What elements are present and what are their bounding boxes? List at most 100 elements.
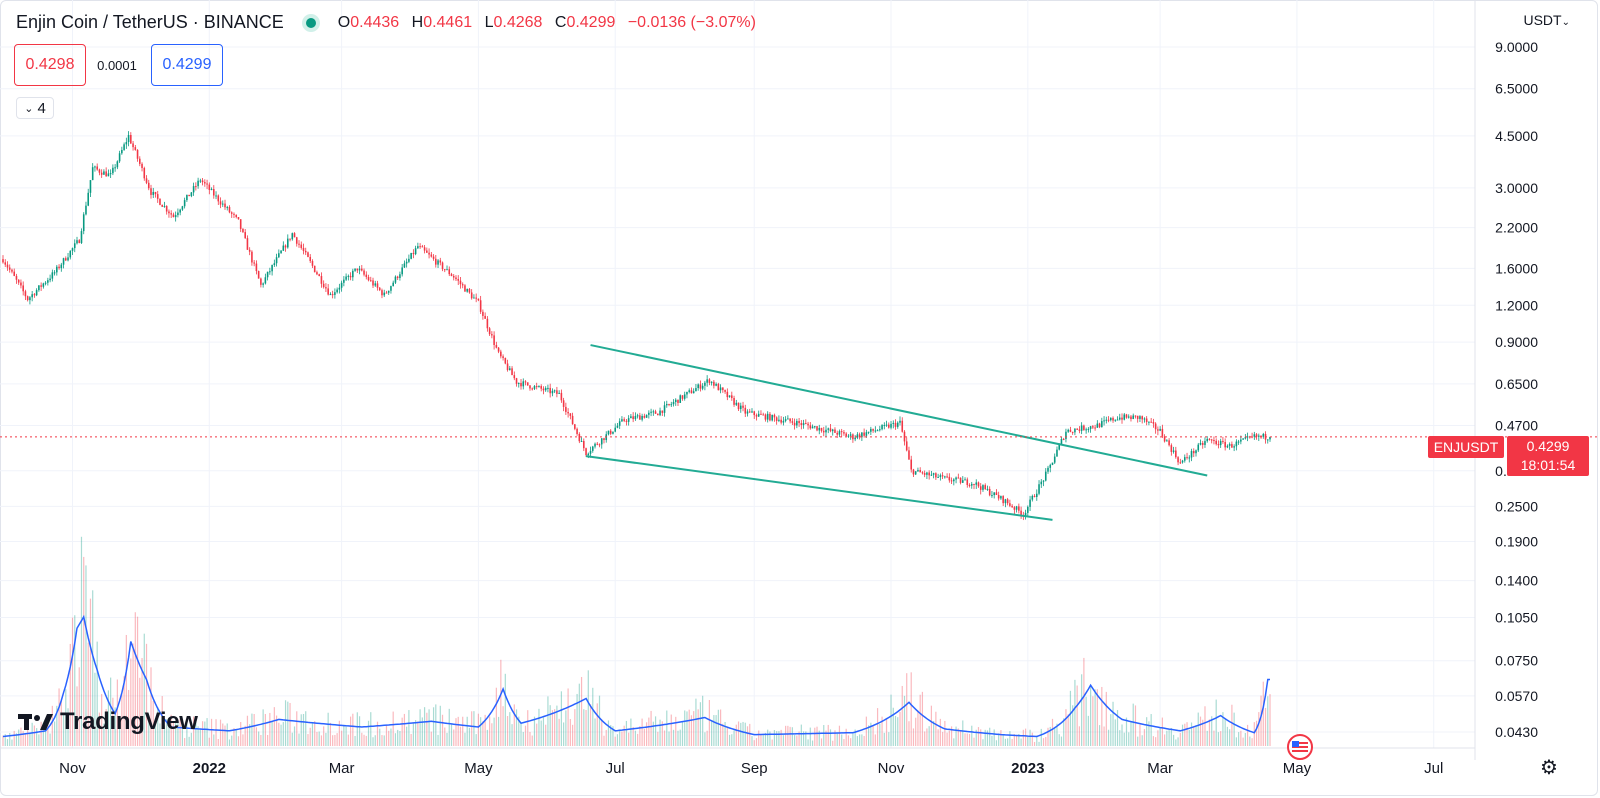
y-axis-tick-label: 0.1400: [1495, 573, 1538, 589]
volume-bar: [558, 718, 560, 746]
candle-body: [493, 335, 495, 345]
volume-bar: [800, 724, 802, 746]
buy-button[interactable]: 0.4299: [151, 44, 223, 86]
volume-bar: [67, 708, 69, 746]
candle-body: [338, 287, 341, 290]
us-flag-icon[interactable]: [1287, 734, 1313, 760]
candle-body: [1266, 439, 1269, 441]
candle-body: [686, 391, 688, 395]
volume-bar: [556, 705, 558, 746]
candle-body: [109, 173, 112, 175]
volume-bar: [2, 735, 4, 746]
volume-bar: [1020, 738, 1022, 746]
volume-bar: [814, 727, 816, 746]
volume-bar: [1188, 729, 1190, 746]
volume-bar: [444, 727, 446, 746]
candle-body: [22, 285, 24, 292]
volume-bar: [464, 732, 466, 746]
candle-body: [966, 479, 969, 486]
last-price-value: 0.4299: [1526, 438, 1570, 454]
candle-body: [219, 201, 222, 205]
volume-bar: [702, 695, 704, 746]
candle-body: [1042, 480, 1045, 482]
candle-body: [697, 384, 699, 389]
candle-body: [773, 414, 776, 418]
candle-body: [991, 495, 993, 497]
volume-bar: [154, 718, 157, 746]
volume-bar: [883, 732, 885, 746]
candle-body: [753, 411, 756, 416]
candle-body: [161, 204, 164, 207]
symbol-title[interactable]: Enjin Coin / TetherUS · BINANCE: [16, 12, 284, 32]
volume-bar: [139, 677, 141, 746]
volume-bar: [1114, 719, 1116, 746]
candle-body: [248, 249, 251, 252]
candle-body: [1053, 456, 1056, 463]
candle-body: [491, 334, 493, 336]
candle-body: [896, 422, 899, 427]
volume-bar: [316, 731, 318, 746]
volume-bar: [807, 739, 809, 746]
currency-select[interactable]: USDT⌄: [1523, 12, 1570, 28]
volume-bar: [1002, 734, 1004, 746]
volume-bar: [1069, 690, 1072, 746]
volume-bar: [798, 731, 800, 746]
volume-bar: [358, 716, 361, 746]
volume-bar: [598, 695, 601, 746]
tradingview-logo[interactable]: TradingView: [18, 708, 198, 736]
volume-bar: [143, 633, 145, 746]
volume-bar: [74, 615, 76, 746]
candle-body: [354, 268, 356, 271]
candle-body: [1231, 444, 1233, 448]
volume-bar: [31, 722, 33, 746]
candle-body: [1074, 428, 1076, 433]
candle-body: [369, 280, 372, 282]
y-axis-tick-label: 0.0430: [1495, 724, 1538, 740]
volume-bar: [484, 714, 486, 746]
volume-bar: [62, 713, 65, 746]
volume-bar: [36, 728, 38, 746]
volume-bar: [1036, 735, 1038, 746]
volume-bar: [441, 714, 444, 746]
candle-body: [80, 231, 83, 243]
volume-bar: [336, 733, 338, 746]
indicators-toggle-button[interactable]: ⌄ 4: [16, 97, 54, 119]
volume-bar: [397, 729, 399, 746]
volume-bar: [1267, 696, 1269, 746]
volume-bar: [1056, 723, 1058, 746]
volume-bar: [1103, 726, 1105, 746]
candle-body: [484, 315, 486, 319]
volume-bar: [802, 731, 805, 746]
volume-bar: [1128, 732, 1130, 746]
candle-body: [908, 450, 910, 460]
volume-bar: [475, 734, 477, 746]
candle-body: [1150, 421, 1152, 423]
volume-bar: [237, 736, 240, 746]
candle-body: [1040, 481, 1043, 485]
volume-bar: [1199, 716, 1202, 746]
volume-bar: [352, 713, 354, 746]
volume-bar: [18, 729, 20, 746]
volume-bar: [235, 729, 237, 746]
candle-body: [381, 290, 383, 296]
volume-bar: [103, 723, 105, 746]
volume-bar: [924, 731, 926, 746]
candle-body: [679, 395, 682, 403]
volume-bar: [874, 734, 876, 746]
candle-body: [522, 381, 525, 387]
y-axis-tick-label: 6.5000: [1495, 81, 1538, 97]
volume-bar: [291, 732, 293, 746]
volume-bar: [545, 724, 547, 746]
gear-icon[interactable]: ⚙: [1540, 757, 1558, 779]
candle-body: [4, 262, 7, 265]
candle-body: [1114, 419, 1117, 421]
candle-body: [903, 431, 906, 442]
volume-bar: [224, 725, 226, 746]
sell-button[interactable]: 0.4298: [14, 44, 86, 86]
candle-body: [1208, 438, 1211, 440]
candle-body: [85, 205, 87, 215]
candle-body: [713, 381, 715, 386]
candle-body: [1087, 428, 1090, 430]
volume-bar: [40, 721, 42, 746]
